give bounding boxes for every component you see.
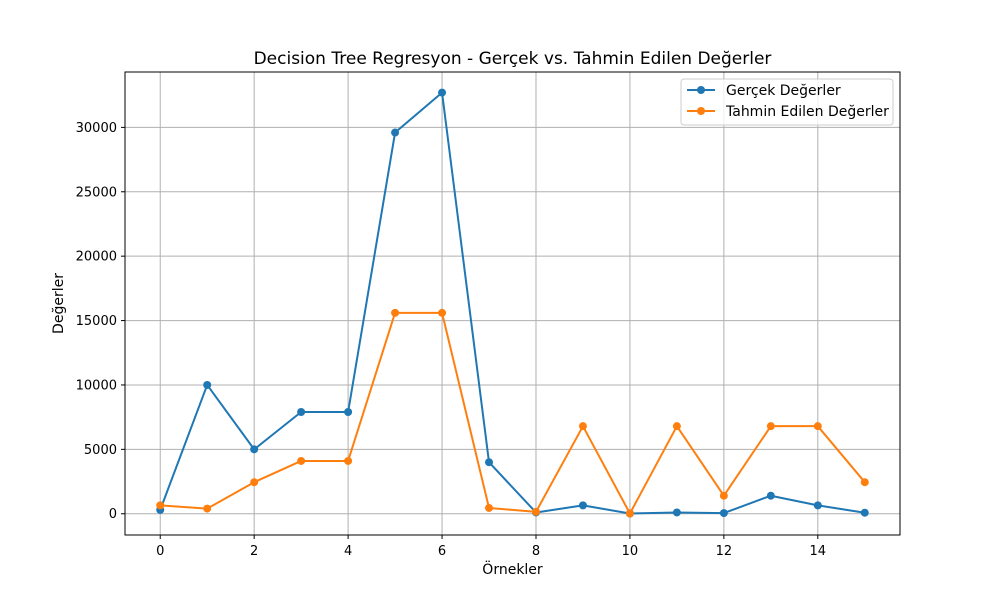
- y-tick-label: 20000: [76, 250, 117, 265]
- x-tick-label: 14: [810, 544, 827, 559]
- legend-marker: [697, 86, 705, 94]
- data-point: [438, 308, 447, 317]
- data-point: [625, 509, 634, 518]
- data-point: [297, 408, 306, 417]
- legend-label: Gerçek Değerler: [726, 83, 841, 99]
- data-point: [391, 128, 400, 137]
- data-point: [485, 503, 494, 512]
- x-tick-label: 0: [156, 544, 164, 559]
- data-point: [813, 422, 822, 431]
- y-tick-label: 25000: [76, 185, 117, 200]
- data-point: [719, 491, 728, 500]
- legend-marker: [697, 107, 705, 115]
- data-point: [344, 456, 353, 465]
- y-tick-label: 30000: [76, 121, 117, 136]
- x-tick-label: 12: [716, 544, 733, 559]
- legend-label: Tahmin Edilen Değerler: [725, 104, 889, 120]
- data-point: [391, 308, 400, 317]
- data-point: [719, 509, 728, 518]
- y-axis-label: Değerler: [51, 273, 67, 334]
- y-tick-label: 10000: [76, 378, 117, 393]
- x-tick-label: 8: [532, 544, 540, 559]
- data-point: [860, 508, 869, 517]
- data-point: [156, 501, 165, 510]
- y-tick-label: 15000: [76, 314, 117, 329]
- legend-box: [680, 78, 894, 126]
- series-1: [156, 88, 869, 518]
- x-tick-label: 6: [438, 544, 446, 559]
- x-tick-label: 4: [344, 544, 352, 559]
- ticks: 0 2 4 6 8 10 12 14 0 5000 10000 15000 20000 25000 3000…: [76, 121, 826, 559]
- grid: [125, 72, 900, 535]
- data-point: [813, 501, 822, 510]
- y-tick-label: 5000: [84, 443, 117, 458]
- data-point: [578, 422, 587, 431]
- x-axis-label: Örnekler: [482, 560, 543, 578]
- data-point: [578, 501, 587, 510]
- data-point: [250, 478, 259, 487]
- legend-item: Gerçek Değerler: [687, 83, 841, 99]
- data-point: [672, 508, 681, 517]
- legend-item: Tahmin Edilen Değerler: [687, 104, 889, 120]
- data-point: [860, 478, 869, 487]
- plot-frame: [124, 71, 901, 536]
- data-point: [250, 445, 259, 454]
- series-line: [160, 311, 866, 515]
- y-tick-label: 0: [109, 507, 117, 522]
- data-point: [766, 422, 775, 431]
- data-point: [766, 491, 775, 500]
- chart-title: Decision Tree Regresyon - Gerçek vs. Tah…: [254, 49, 772, 69]
- series-2: [156, 308, 869, 518]
- data-point: [203, 380, 212, 389]
- x-tick-label: 2: [250, 544, 258, 559]
- series-layer: [156, 88, 869, 518]
- data-point: [672, 422, 681, 431]
- data-point: [438, 88, 447, 97]
- data-point: [203, 504, 212, 513]
- data-point: [297, 456, 306, 465]
- series-line: [159, 91, 865, 515]
- x-tick-label: 10: [622, 544, 639, 559]
- data-point: [344, 408, 353, 417]
- legend: Gerçek Değerler Tahmin Edilen Değerler: [680, 78, 894, 126]
- data-point: [531, 507, 540, 516]
- data-point: [485, 458, 494, 467]
